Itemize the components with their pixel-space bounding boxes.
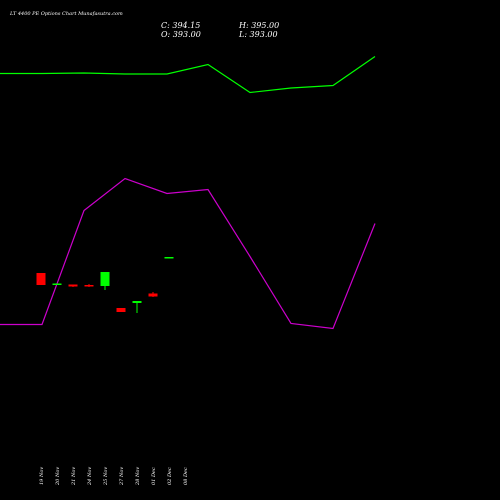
ohlc-high: H: 395.00	[238, 21, 279, 30]
chart-title: LT 4400 PE Options Chart Munafasutra.com	[9, 11, 123, 17]
candle-body	[52, 283, 62, 285]
x-tick-label: 21 Nov	[71, 467, 77, 486]
candle-body	[36, 273, 46, 285]
candle-body	[84, 285, 94, 287]
indicator-lines	[0, 56, 376, 330]
candle	[132, 301, 142, 313]
x-tick-label: 08 Dec	[183, 467, 189, 485]
candle-body	[100, 272, 110, 286]
x-tick-label: 02 Dec	[167, 467, 173, 485]
x-tick-label: 25 Nov	[103, 467, 109, 486]
candle-body	[164, 257, 174, 259]
x-tick-label: 20 Nov	[55, 467, 61, 486]
x-axis-ticks: 19 Nov 20 Nov 21 Nov 24 Nov 25 Nov 27 Nov 28 N…	[39, 467, 189, 486]
ohlc-open: O: 393.00	[161, 30, 201, 39]
candle	[52, 283, 62, 285]
candle	[148, 292, 158, 297]
magenta-indicator-line	[0, 177, 376, 330]
x-tick-label: 28 Nov	[135, 467, 141, 486]
candle-body	[132, 301, 142, 303]
candle	[164, 257, 174, 259]
candle-body	[116, 308, 126, 312]
x-tick-label: 19 Nov	[39, 467, 45, 485]
candle	[36, 273, 46, 285]
candle	[84, 284, 94, 287]
candle	[68, 284, 78, 287]
candle	[100, 272, 110, 290]
ohlc-close: C: 394.15	[161, 21, 200, 30]
green-indicator-line	[0, 56, 376, 94]
candle	[116, 308, 126, 312]
candle-body	[68, 284, 78, 287]
candles	[36, 257, 174, 313]
candle-body	[148, 293, 158, 297]
x-tick-label: 27 Nov	[119, 467, 125, 486]
x-tick-label: 01 Dec	[151, 467, 157, 485]
ohlc-low: L: 393.00	[238, 30, 278, 39]
x-tick-label: 24 Nov	[87, 467, 93, 486]
